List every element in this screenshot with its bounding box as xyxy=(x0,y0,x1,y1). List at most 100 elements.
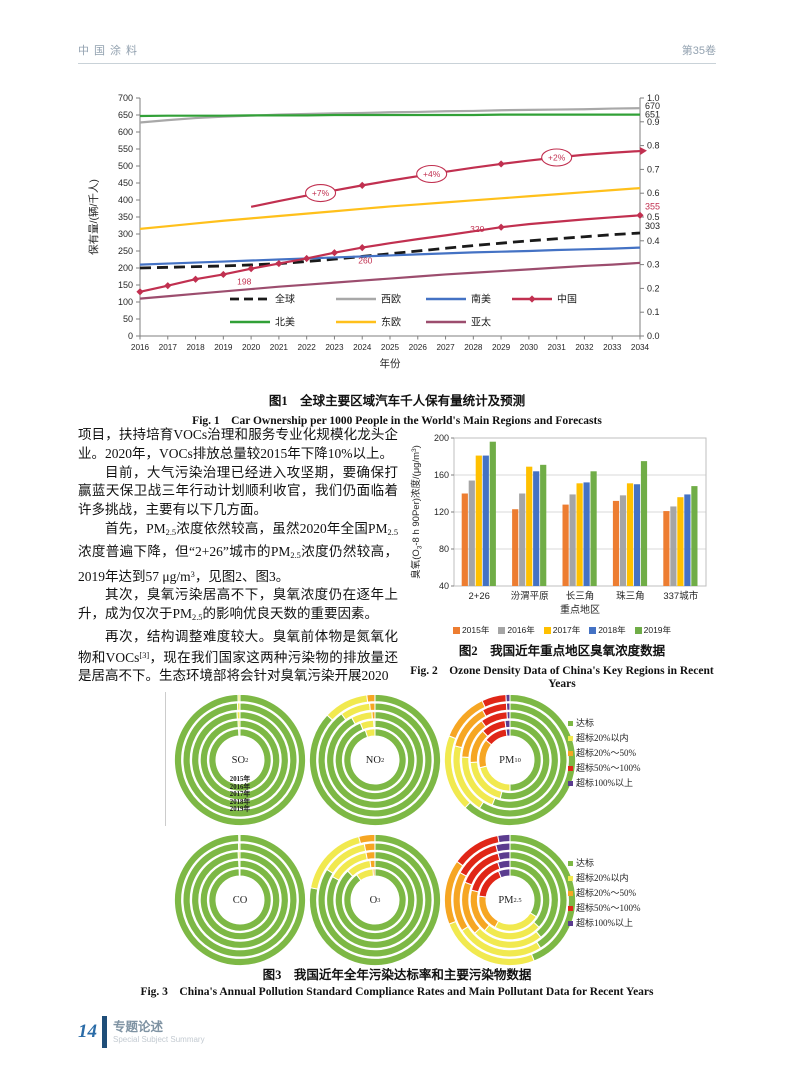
svg-text:260: 260 xyxy=(358,256,372,266)
fig2-bar-2019年-337城市 xyxy=(691,486,698,586)
svg-text:198: 198 xyxy=(237,277,251,287)
svg-text:650: 650 xyxy=(118,110,133,120)
svg-text:150: 150 xyxy=(118,280,133,290)
figure1-line-chart: 0 50 100 150 200 250 300 350 400 450 500 550 600 650 7… xyxy=(87,93,660,370)
donut-pm25: PM 2.5 xyxy=(442,832,578,968)
fig2-legend-item: 2019年 xyxy=(634,624,671,636)
svg-text:+7%: +7% xyxy=(312,188,330,198)
fig3-legend-item: 超标20%以内 xyxy=(568,731,641,746)
donut-rings-pm10 xyxy=(443,693,577,827)
fig2-bar-2015年-2+26 xyxy=(461,493,468,586)
svg-text:东欧: 东欧 xyxy=(381,316,401,329)
fig2-bar-2016年-长三角 xyxy=(569,494,576,586)
svg-text:337城市: 337城市 xyxy=(663,590,698,602)
fig2-bar-2016年-珠三角 xyxy=(619,495,627,586)
figure3-row-2: CO O 3 PM 2.5 达标 超标20%以内 超标20%～50% 超标50%～100% 超标1… xyxy=(78,830,716,968)
legend-swatch xyxy=(452,626,460,634)
svg-text:全球: 全球 xyxy=(275,293,295,306)
page-number: 14 xyxy=(78,1021,97,1042)
figure3-legend: 达标 超标20%以内 超标20%～50% 超标50%～100% 超标100%以上 xyxy=(568,716,641,791)
svg-text:40: 40 xyxy=(439,581,449,591)
svg-text:2018: 2018 xyxy=(186,343,205,352)
fig2-bar-2018年-长三角 xyxy=(583,482,590,586)
svg-text:670: 670 xyxy=(645,101,660,111)
fig2-bar-2017年-2+26 xyxy=(475,455,482,586)
svg-text:2028: 2028 xyxy=(464,343,483,352)
figure3-divider-line xyxy=(165,692,166,826)
fig3-legend-item: 超标20%～50% xyxy=(568,886,641,901)
svg-text:320: 320 xyxy=(470,224,484,234)
svg-text:2024: 2024 xyxy=(353,343,372,352)
donut-rings-pm25 xyxy=(443,833,577,967)
svg-text:2029: 2029 xyxy=(492,343,511,352)
svg-text:2026: 2026 xyxy=(409,343,428,352)
svg-text:2020: 2020 xyxy=(242,343,261,352)
fig2-bar-2018年-珠三角 xyxy=(633,484,641,586)
fig3-legend-item: 达标 xyxy=(568,716,641,731)
legend-swatch xyxy=(568,736,573,741)
legend-swatch xyxy=(498,626,506,634)
svg-text:450: 450 xyxy=(118,178,133,188)
svg-text:+4%: +4% xyxy=(423,169,441,179)
section-title-cn: 专题论述 xyxy=(113,1020,164,1035)
svg-text:600: 600 xyxy=(118,127,133,137)
svg-text:汾渭平原: 汾渭平原 xyxy=(511,591,549,602)
fig2-bar-2016年-2+26 xyxy=(468,480,475,586)
svg-text:亚太: 亚太 xyxy=(471,316,491,329)
donut-rings-co xyxy=(173,833,307,967)
donut-no2: NO 2 xyxy=(307,692,443,828)
svg-text:保有量/(辆/千人): 保有量/(辆/千人) xyxy=(87,179,100,255)
fig1-series-south-america xyxy=(139,246,641,266)
figure3-legend: 达标 超标20%以内 超标20%～50% 超标50%～100% 超标100%以上 xyxy=(568,856,641,931)
svg-text:2022: 2022 xyxy=(298,343,317,352)
svg-text:651: 651 xyxy=(645,110,660,120)
fig2-legend-item: 2017年 xyxy=(543,624,580,636)
svg-text:2019: 2019 xyxy=(214,343,233,352)
fig1-series-north-america xyxy=(139,113,640,118)
fig2-bar-2018年-2+26 xyxy=(482,455,489,586)
figure2-caption-en: Fig. 2 Ozone Density Data of China's Key… xyxy=(410,665,714,690)
svg-text:100: 100 xyxy=(118,297,133,307)
body-paragraph: 首先，PM2.5浓度依然较高，虽然2020年全国PM2.5浓度普遍下降，但“2+… xyxy=(78,520,399,584)
svg-text:0.7: 0.7 xyxy=(647,164,660,174)
svg-text:0: 0 xyxy=(128,331,133,341)
fig1-series-china xyxy=(139,214,641,293)
figure2-caption-cn: 图2 我国近年重点地区臭氧浓度数据 xyxy=(458,644,666,658)
fig2-bar-2017年-汾渭平原 xyxy=(526,466,533,586)
svg-text:2023: 2023 xyxy=(325,343,344,352)
figure3: 图3 我国近年全年污染达标率和主要污染物数据 Fig. 3 China's An… xyxy=(78,690,716,1016)
svg-text:250: 250 xyxy=(118,246,133,256)
volume-label: 第35卷 xyxy=(681,45,716,57)
svg-text:0.2: 0.2 xyxy=(647,283,660,293)
fig3-legend-item: 超标100%以上 xyxy=(568,776,641,791)
svg-text:80: 80 xyxy=(439,544,449,554)
legend-swatch xyxy=(543,626,551,634)
legend-swatch xyxy=(568,891,573,896)
svg-text:0.3: 0.3 xyxy=(647,260,660,270)
svg-text:0.8: 0.8 xyxy=(647,141,660,151)
fig2-bar-2017年-337城市 xyxy=(677,497,684,586)
svg-text:2034: 2034 xyxy=(631,343,650,352)
page-footer: 14 专题论述 Special Subject Summary xyxy=(78,1016,205,1048)
body-text-column: 项目，扶持培育VOCs治理和服务专业化规模化龙头企业。2020年，VOCs排放总… xyxy=(78,426,398,686)
figure3-row-1: SO 2 2015年 2016年 2017年 2018年 2019年 NO 2 PM 10 达标 超标2… xyxy=(78,690,716,828)
svg-text:0.4: 0.4 xyxy=(647,236,660,246)
donut-co: CO xyxy=(172,832,308,968)
svg-text:2030: 2030 xyxy=(520,343,539,352)
svg-text:120: 120 xyxy=(434,507,449,517)
donut-rings-no2 xyxy=(308,693,442,827)
svg-text:长三角: 长三角 xyxy=(566,590,595,602)
fig2-bar-2019年-2+26 xyxy=(489,441,496,586)
fig3-legend-item: 超标50%～100% xyxy=(568,901,641,916)
fig3-legend-item: 超标50%～100% xyxy=(568,761,641,776)
journal-title: 中国涂料 xyxy=(78,45,142,57)
svg-text:西欧: 西欧 xyxy=(381,294,401,306)
figure3-caption-en: Fig. 3 China's Annual Pollution Standard… xyxy=(140,986,654,998)
legend-swatch xyxy=(634,626,642,634)
legend-swatch xyxy=(568,906,573,911)
svg-text:2032: 2032 xyxy=(575,343,594,352)
fig2-bar-2015年-珠三角 xyxy=(612,500,620,586)
svg-text:700: 700 xyxy=(118,93,133,103)
